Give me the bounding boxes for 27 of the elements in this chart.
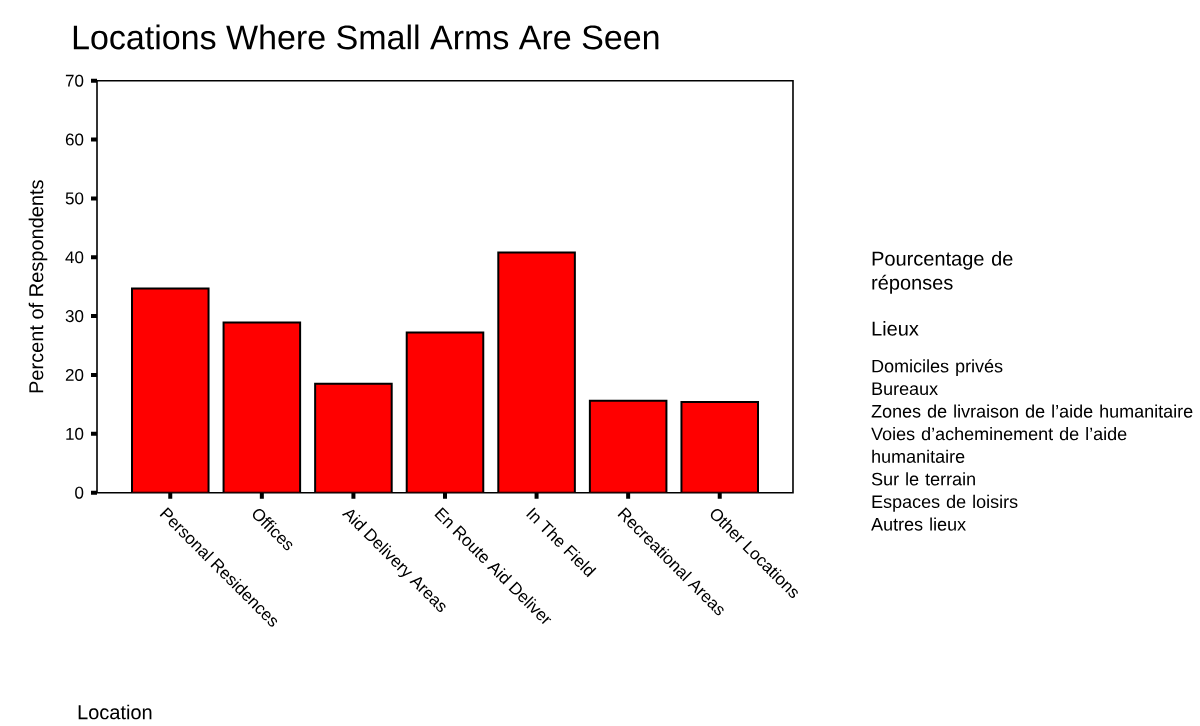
y-axis-title: Percent of Respondents <box>28 180 48 393</box>
y-tick-label: 60 <box>65 133 84 146</box>
y-tick-label: 0 <box>75 486 84 499</box>
text: Lieux <box>872 321 919 336</box>
y-tick-label: 40 <box>65 251 84 264</box>
bar <box>680 401 760 493</box>
bar <box>131 288 209 493</box>
y-tick-label: 30 <box>65 310 84 323</box>
chart-title: Locations Where Small Arms Are Seen <box>73 24 659 50</box>
text: Bureaux <box>872 382 938 396</box>
text: Sur le terrain <box>871 472 975 486</box>
x-axis-title: Location <box>78 704 152 720</box>
text: Voies d’acheminement de l’aide humanitaire <box>871 427 1127 463</box>
y-tick-label: 20 <box>65 368 84 381</box>
text: Autres lieux <box>871 517 966 531</box>
text: Espaces de loisirs <box>872 494 1018 512</box>
bar <box>589 400 667 493</box>
text: Zones de livraison de l’aide humanitaire <box>871 404 1193 418</box>
text: Domiciles privés <box>872 359 1003 377</box>
text: Pourcentage de réponses <box>872 251 1013 294</box>
bar <box>223 322 301 493</box>
bar <box>315 383 392 493</box>
y-tick-label: 10 <box>66 427 84 440</box>
bar <box>406 332 484 493</box>
y-tick-label: 50 <box>65 192 84 205</box>
bar <box>498 252 575 493</box>
y-tick-label: 70 <box>65 74 84 87</box>
